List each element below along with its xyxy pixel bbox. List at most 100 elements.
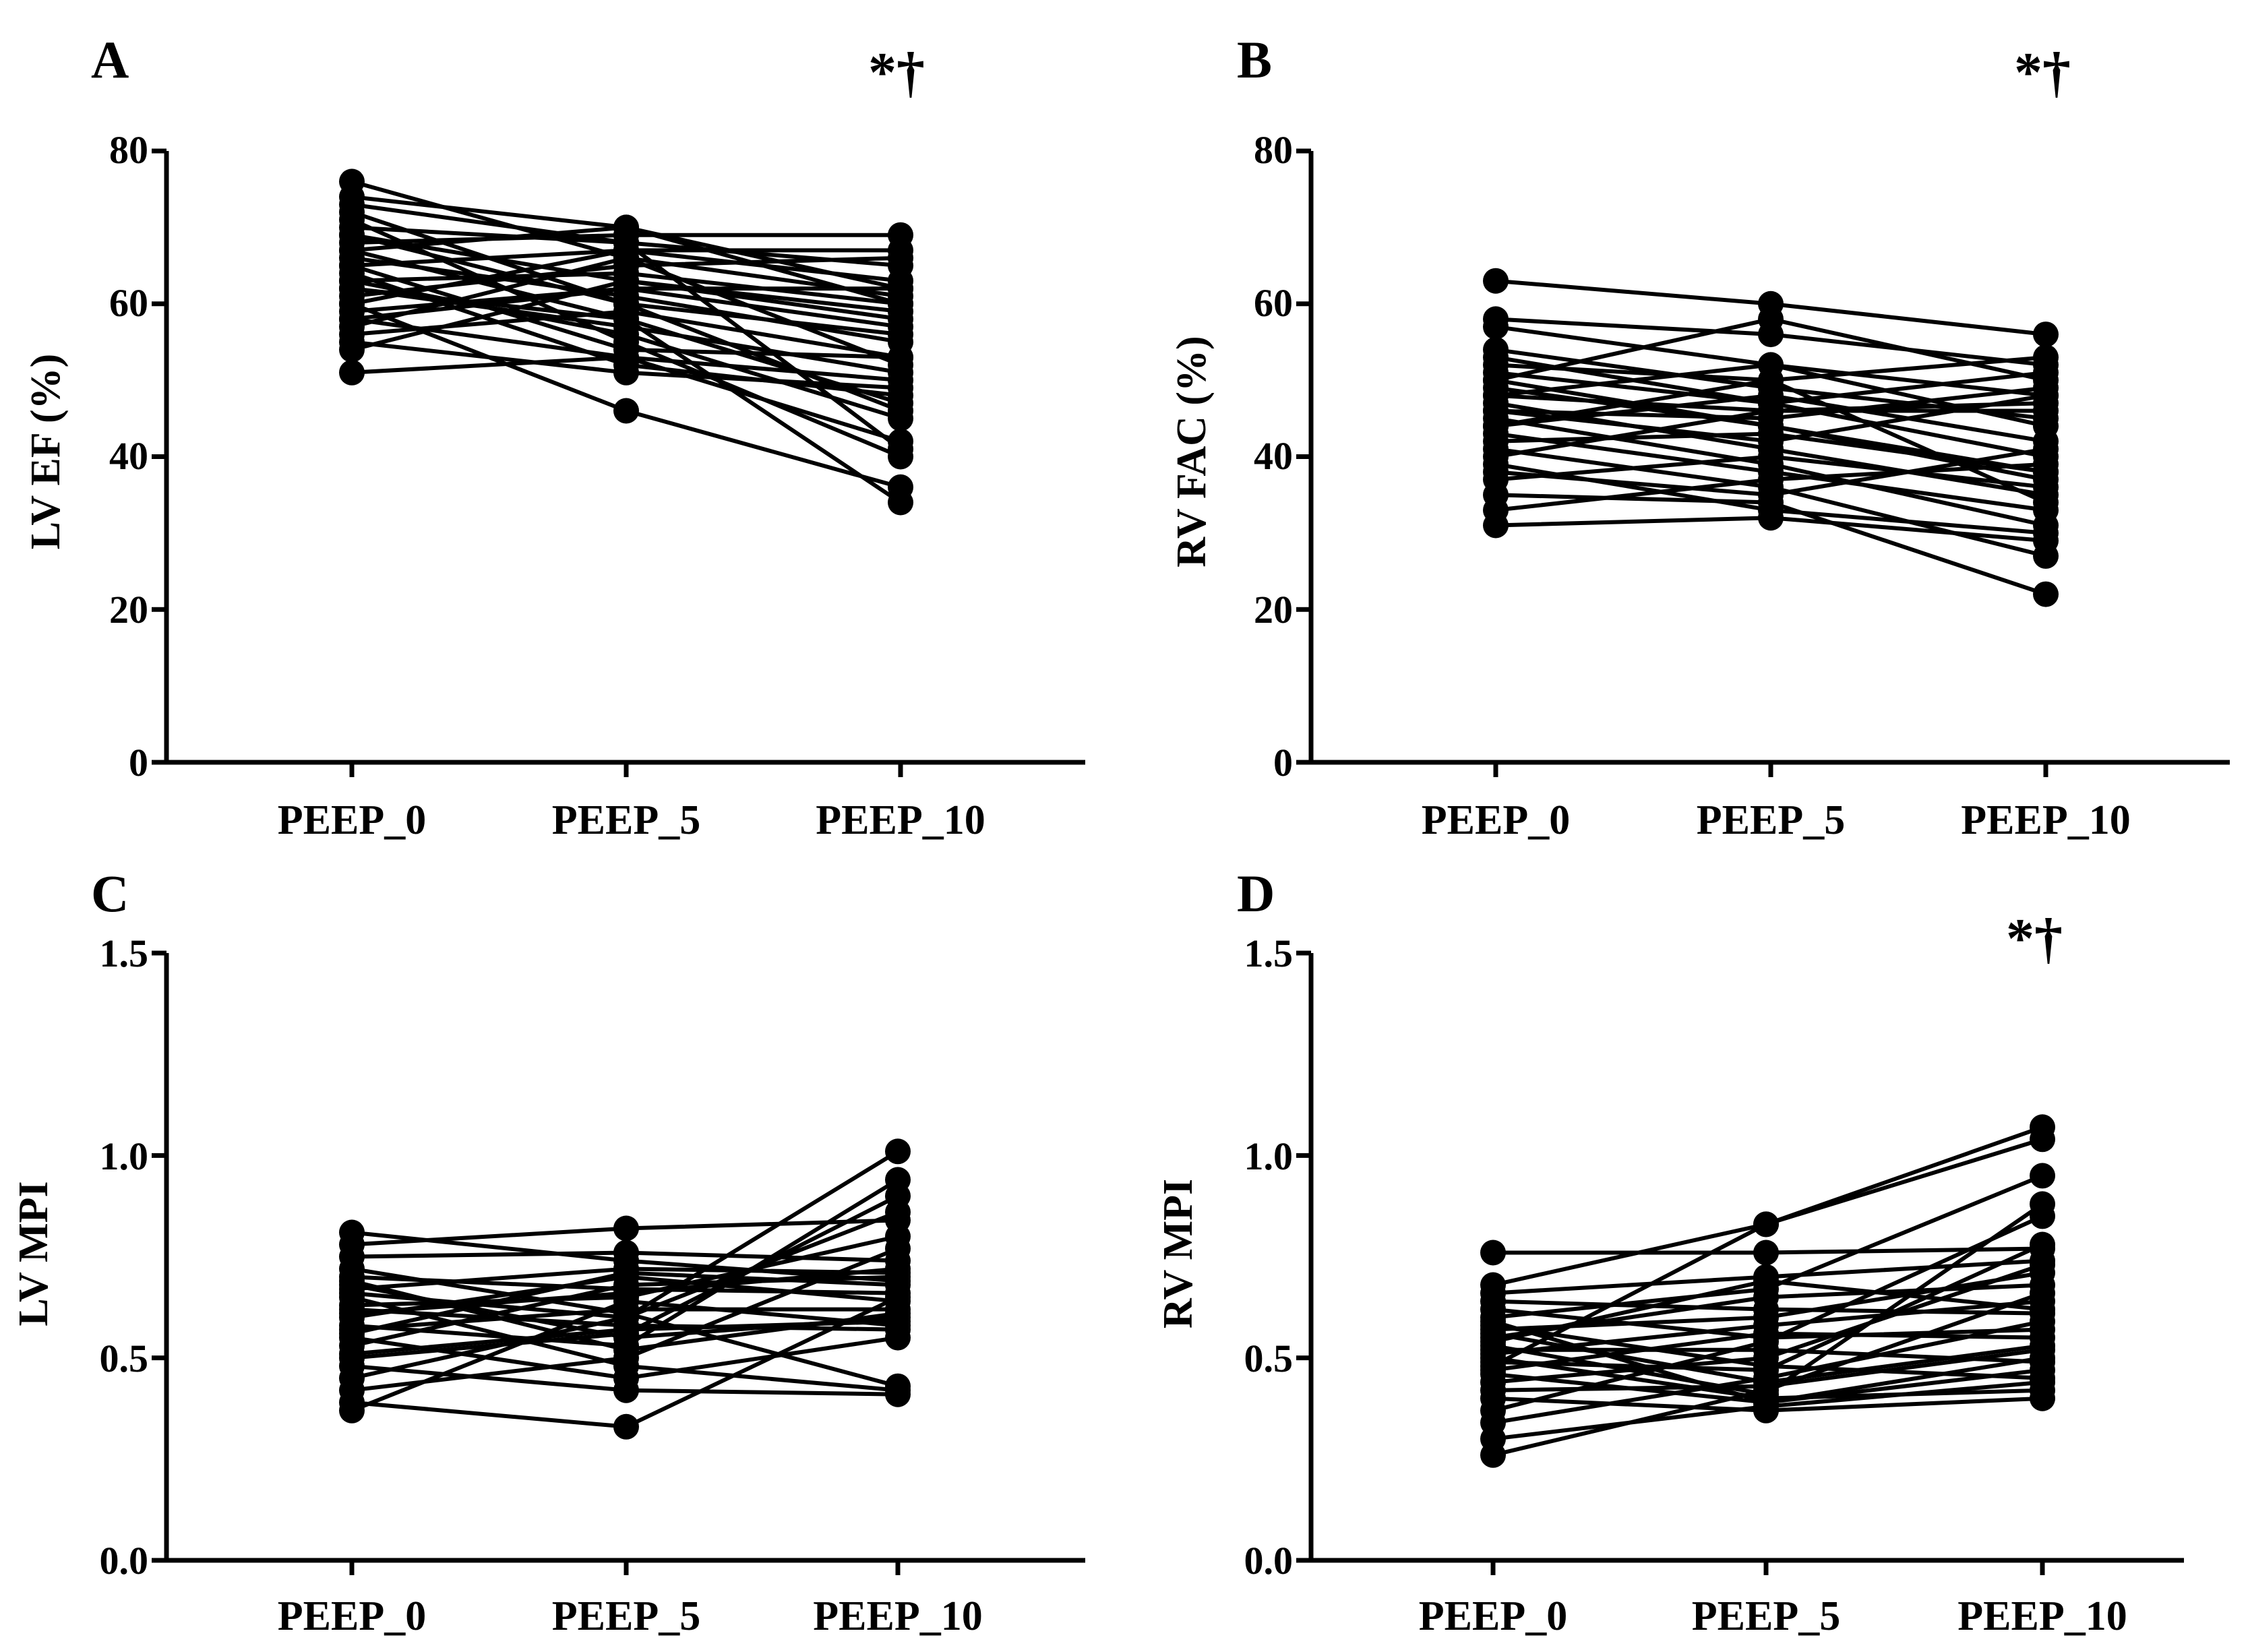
significance-marker-b: *† <box>2014 41 2071 104</box>
data-point <box>2030 1369 2055 1395</box>
data-point <box>1753 1389 1779 1415</box>
data-point <box>2033 581 2059 607</box>
data-point <box>2033 459 2059 485</box>
data-point <box>2030 1231 2055 1258</box>
y-axis-label-a: LV EF (%) <box>23 354 69 550</box>
data-point <box>2033 528 2059 554</box>
y-tick-label: 40 <box>109 434 148 478</box>
data-point <box>339 1345 365 1371</box>
data-point <box>613 230 639 256</box>
y-tick-label: 40 <box>1254 434 1293 478</box>
data-point <box>2033 436 2059 462</box>
data-point <box>885 1235 911 1262</box>
axes-c <box>152 950 1085 1575</box>
y-tick-label: 60 <box>109 281 148 325</box>
x-categories-a: PEEP_0 PEEP_5 PEEP_10 <box>278 797 985 843</box>
y-tick-label: 80 <box>109 128 148 172</box>
data-point <box>1480 1308 1506 1335</box>
data-point <box>1753 1268 1779 1294</box>
data-point <box>1483 313 1509 340</box>
panel-a: A *† LV EF (%) 80 60 40 20 0 PEEP_0 PEEP… <box>23 30 1085 843</box>
data-point <box>888 276 913 302</box>
y-ticks-d: 1.5 1.0 0.5 0.0 <box>1244 931 1294 1583</box>
data-point <box>613 1377 639 1403</box>
data-point <box>885 1272 911 1298</box>
data-point <box>885 1381 911 1407</box>
data-point <box>1758 367 1784 394</box>
data-point <box>1480 1442 1506 1468</box>
x-category-label: PEEP_5 <box>1692 1593 1840 1639</box>
data-point <box>339 222 365 248</box>
data-point <box>1753 1240 1779 1266</box>
data-point <box>1480 1353 1506 1379</box>
panel-letter-b: B <box>1237 30 1272 89</box>
data-point <box>1758 482 1784 508</box>
y-tick-label: 0.5 <box>100 1337 149 1380</box>
y-tick-label: 80 <box>1254 128 1293 172</box>
x-category-label: PEEP_5 <box>552 1593 700 1639</box>
x-category-label: PEEP_10 <box>1961 797 2130 843</box>
data-point <box>1480 1328 1506 1355</box>
data-point <box>2030 1203 2055 1229</box>
data-point <box>888 474 913 500</box>
data-point <box>2033 489 2059 516</box>
axes-a <box>152 148 1085 777</box>
data-point <box>2030 1296 2055 1322</box>
data-point <box>613 1260 639 1286</box>
axes-d <box>1296 950 2184 1575</box>
y-tick-label: 20 <box>1254 588 1293 632</box>
panel-letter-d: D <box>1237 864 1275 923</box>
significance-marker-d: *† <box>2006 907 2063 970</box>
data-point <box>2033 359 2059 386</box>
data-point <box>888 436 913 462</box>
panel-c: C LV MPI 1.5 1.0 0.5 0.0 PEEP_0 PEEP_5 P… <box>11 864 1085 1639</box>
data-point <box>1483 459 1509 485</box>
data-point <box>1758 413 1784 439</box>
series-group-d <box>1480 1114 2055 1468</box>
data-point <box>2030 1345 2055 1371</box>
x-category-label: PEEP_10 <box>816 797 985 843</box>
data-point <box>1753 1211 1779 1237</box>
data-point <box>888 390 913 417</box>
y-tick-label: 0 <box>1273 741 1293 785</box>
x-category-label: PEEP_0 <box>278 1593 426 1639</box>
data-point <box>888 322 913 348</box>
data-point <box>1753 1328 1779 1355</box>
y-tick-label: 20 <box>109 588 148 632</box>
data-point <box>1483 367 1509 394</box>
data-point <box>339 1397 365 1424</box>
y-axis-label-b: RV FAC (%) <box>1169 336 1215 567</box>
data-point <box>1483 413 1509 439</box>
data-point <box>339 306 365 332</box>
data-point <box>613 398 639 424</box>
x-category-label: PEEP_5 <box>552 797 700 843</box>
y-tick-label: 0.0 <box>1244 1539 1294 1583</box>
y-tick-label: 60 <box>1254 281 1293 325</box>
series-group-b <box>1483 268 2059 607</box>
data-point <box>888 367 913 394</box>
y-tick-label: 1.5 <box>1244 931 1294 975</box>
data-point <box>1483 512 1509 539</box>
data-point <box>888 237 913 264</box>
x-category-label: PEEP_0 <box>1422 797 1570 843</box>
y-tick-label: 1.0 <box>100 1134 149 1178</box>
y-axis-label-c: LV MPI <box>11 1181 57 1326</box>
series-group-c <box>339 1138 911 1440</box>
axes-b <box>1296 148 2230 777</box>
y-tick-label: 0.5 <box>1244 1337 1294 1380</box>
data-point <box>2030 1163 2055 1189</box>
data-point <box>339 1320 365 1347</box>
y-ticks-b: 80 60 40 20 0 <box>1254 128 1293 785</box>
data-point <box>1483 344 1509 371</box>
x-categories-d: PEEP_0 PEEP_5 PEEP_10 <box>1419 1593 2127 1639</box>
y-tick-label: 1.5 <box>100 931 149 975</box>
data-point <box>339 1300 365 1326</box>
data-point <box>2030 1252 2055 1278</box>
x-category-label: PEEP_5 <box>1697 797 1845 843</box>
y-tick-label: 0.0 <box>100 1539 149 1583</box>
data-point <box>339 1268 365 1294</box>
series-group-a <box>339 169 913 516</box>
data-point <box>339 191 365 218</box>
data-point <box>885 1183 911 1209</box>
